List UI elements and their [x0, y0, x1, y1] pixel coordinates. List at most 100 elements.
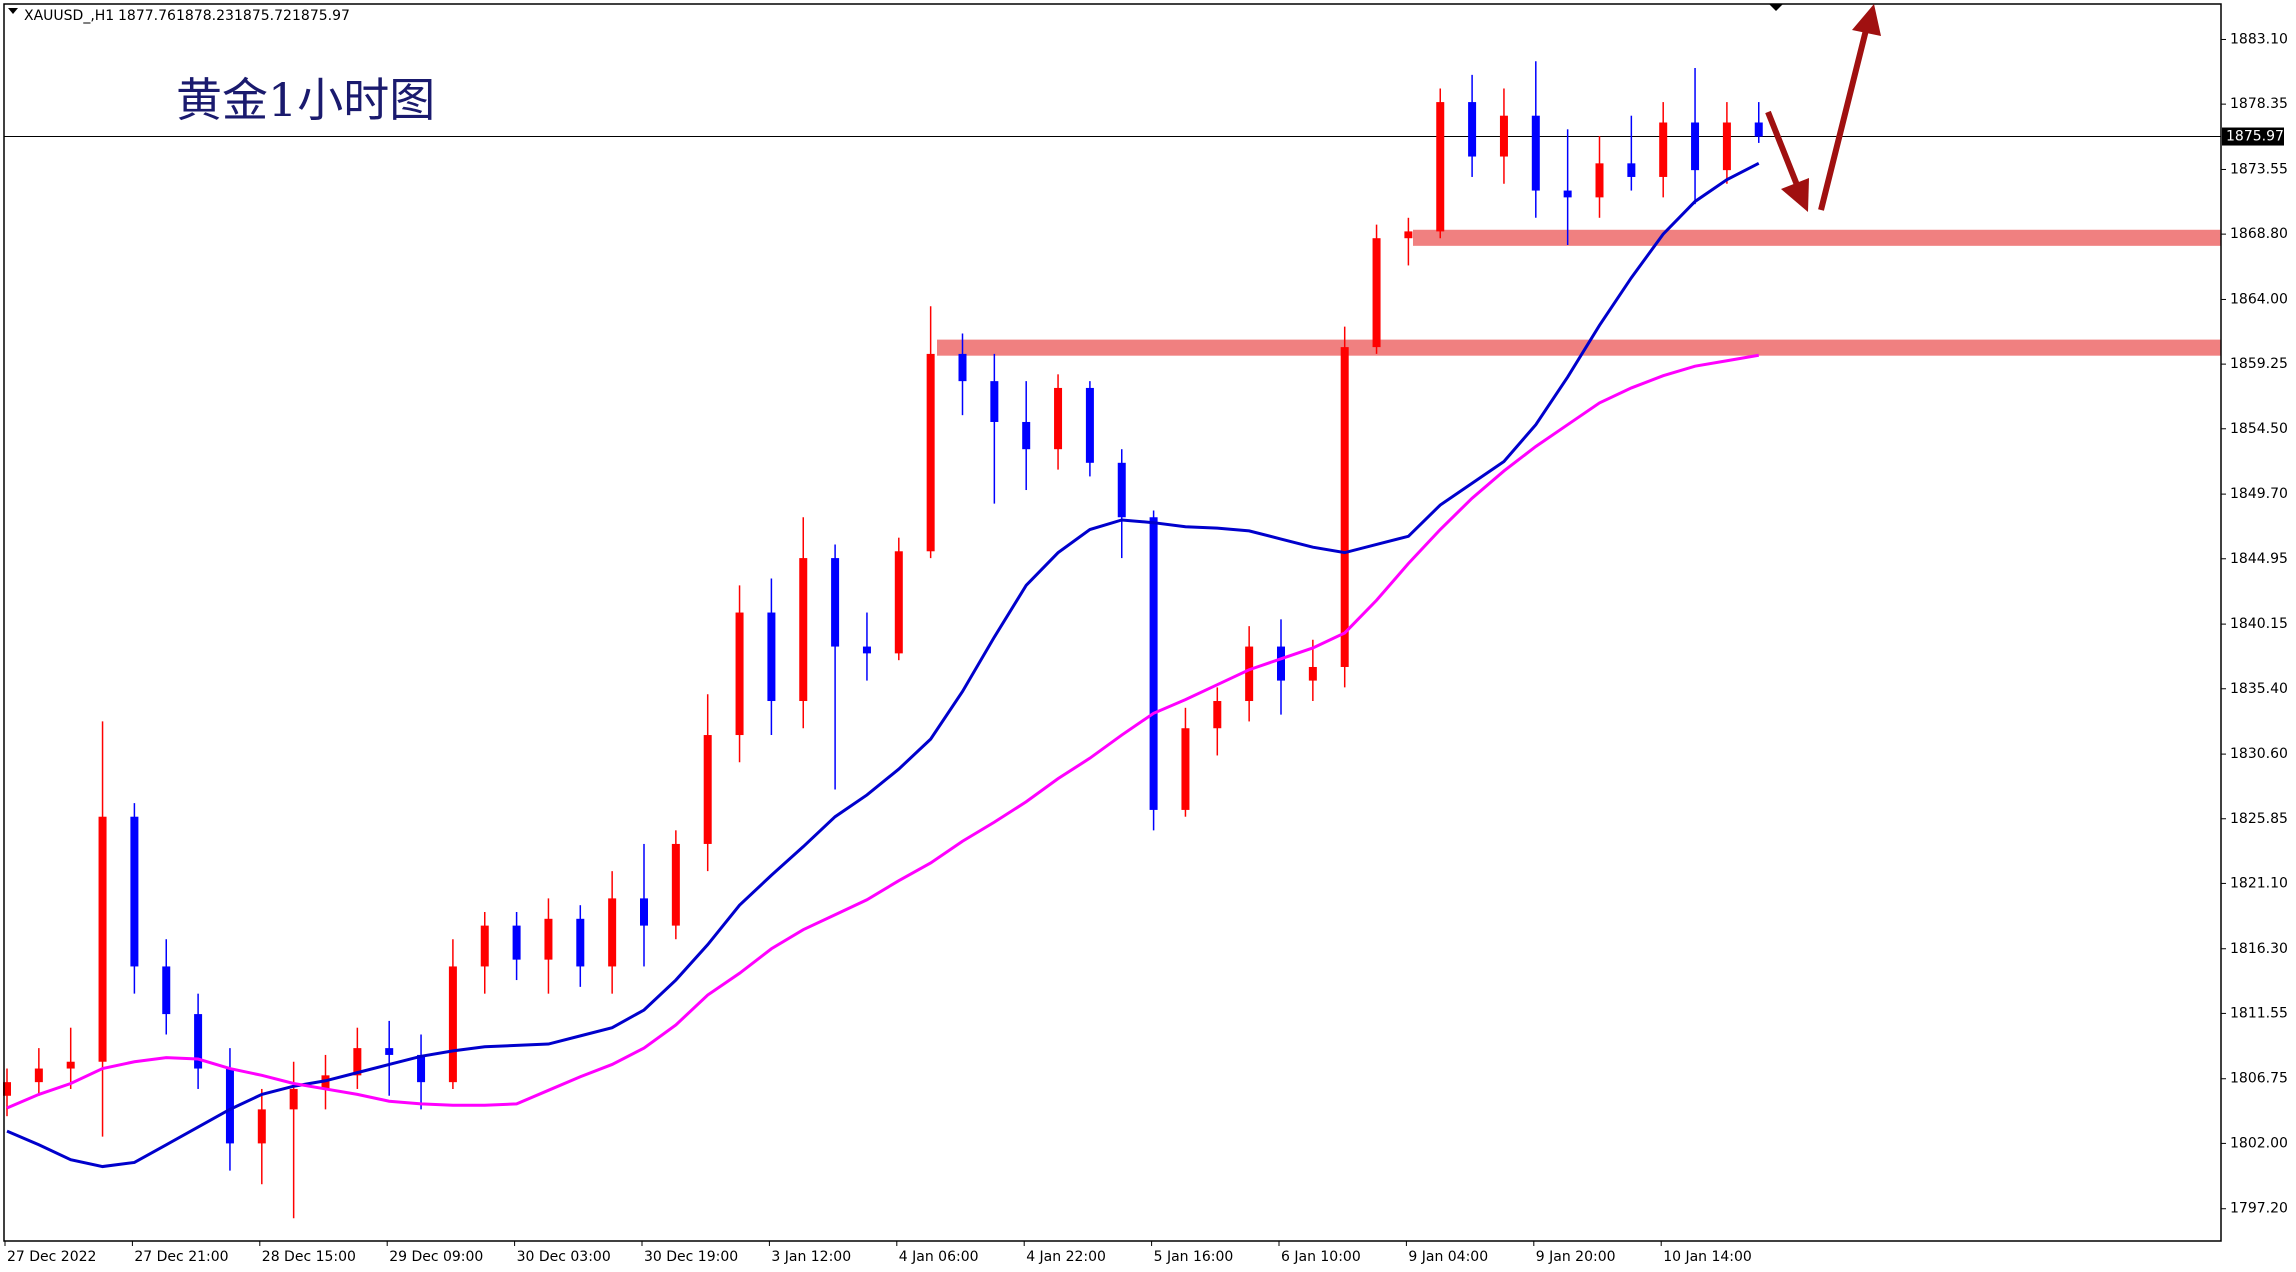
y-tick-label: 1802.00 [2230, 1135, 2288, 1151]
candle-body [1181, 728, 1190, 810]
candle-body [735, 612, 744, 736]
x-tick-label: 9 Jan 04:00 [1408, 1249, 1488, 1265]
candle-body [862, 646, 871, 654]
arrow-down [1765, 110, 1809, 212]
candle-body [1372, 238, 1381, 348]
candle-body [1277, 646, 1285, 681]
candle-body [799, 558, 808, 702]
current-price-label: 1875.97 [2226, 129, 2284, 145]
candle-body [1691, 122, 1700, 171]
y-tick-label: 1840.15 [2230, 616, 2288, 632]
y-tick-label: 1854.50 [2230, 421, 2288, 437]
x-tick-label: 3 Jan 12:00 [771, 1249, 851, 1265]
y-tick-label: 1816.30 [2230, 941, 2288, 957]
moving-average [6, 353, 1760, 1110]
x-tick-label: 30 Dec 19:00 [644, 1249, 738, 1265]
candle-body [1022, 421, 1031, 450]
y-tick-label: 1835.40 [2230, 681, 2288, 697]
candle-body [417, 1054, 426, 1083]
y-tick-label: 1806.75 [2230, 1071, 2288, 1087]
candle-body [671, 843, 680, 926]
symbol: XAUUSD_,H1 [24, 8, 114, 24]
y-tick-label: 1864.00 [2230, 291, 2288, 307]
y-tick-label: 1859.25 [2230, 356, 2288, 372]
current-price-box [2222, 127, 2284, 146]
candle-body [1213, 701, 1222, 729]
candle-body [608, 898, 617, 967]
candle-body [544, 918, 553, 960]
candle-body [1085, 387, 1094, 463]
ohlc-close: 1875.97 [292, 8, 350, 24]
x-tick-label: 10 Jan 14:00 [1663, 1249, 1752, 1265]
candle-body [130, 816, 139, 967]
y-tick-label: 1883.10 [2230, 31, 2288, 47]
x-tick-label: 5 Jan 16:00 [1154, 1249, 1234, 1265]
x-tick-label: 9 Jan 20:00 [1536, 1249, 1616, 1265]
candle-body [1054, 387, 1063, 450]
y-tick-label: 1868.80 [2230, 226, 2288, 242]
candle-body [1436, 102, 1445, 232]
candle-body [480, 925, 489, 967]
candle-body [703, 735, 712, 844]
candle-body [225, 1068, 234, 1144]
y-tick-label: 1830.60 [2230, 746, 2288, 762]
x-tick-label: 6 Jan 10:00 [1281, 1249, 1361, 1265]
y-tick-label: 1878.35 [2230, 96, 2288, 112]
candle-body [1659, 122, 1668, 177]
x-tick-label: 30 Dec 03:00 [517, 1249, 611, 1265]
x-tick-label: 27 Dec 2022 [7, 1249, 96, 1265]
x-tick-label: 28 Dec 15:00 [262, 1249, 356, 1265]
candle-body [1722, 122, 1731, 171]
y-tick-label: 1811.55 [2230, 1005, 2288, 1021]
arrow-up [1818, 4, 1881, 211]
support-zone [1413, 229, 2221, 246]
candle-body [576, 918, 585, 967]
candle-body [894, 551, 903, 654]
candle-body [162, 966, 171, 1015]
candle-body [353, 1048, 362, 1076]
candle-body [1404, 231, 1413, 239]
candle-body [1308, 666, 1317, 681]
candle-body [66, 1061, 75, 1069]
menu-triangle [8, 8, 18, 14]
y-tick-label: 1844.95 [2230, 551, 2288, 567]
candle-body [3, 1082, 11, 1096]
candle-body [34, 1068, 43, 1083]
x-tick-label: 4 Jan 22:00 [1026, 1249, 1106, 1265]
candle-body [990, 381, 999, 422]
chart-title: 黄金1小时图 [176, 73, 435, 127]
y-tick-label: 1825.85 [2230, 811, 2288, 827]
x-tick-label: 4 Jan 06:00 [899, 1249, 979, 1265]
candle-body [1149, 517, 1158, 810]
candle-body [385, 1048, 394, 1055]
candle-body [194, 1014, 203, 1069]
y-tick-label: 1849.70 [2230, 486, 2288, 502]
candle-body [1340, 347, 1349, 667]
candle-body [958, 353, 967, 382]
candle-body [289, 1088, 298, 1110]
candle-body [448, 966, 457, 1083]
plot-border [3, 3, 2222, 1242]
ohlc-low: 1875.72 [234, 8, 292, 24]
candle-body [1627, 163, 1636, 177]
y-tick-label: 1821.10 [2230, 875, 2288, 891]
candle-body [926, 353, 935, 552]
x-tick-label: 27 Dec 21:00 [134, 1249, 228, 1265]
candle-body [98, 816, 107, 1062]
candle-body [1499, 115, 1508, 157]
candle-body [1531, 115, 1540, 191]
candle-body [257, 1109, 266, 1144]
x-tick-label: 29 Dec 09:00 [389, 1249, 483, 1265]
candle-body [512, 925, 521, 960]
candle-body [1563, 190, 1572, 198]
plot-area [3, 61, 2221, 1219]
candle-body [640, 898, 648, 926]
y-tick-label: 1797.20 [2230, 1201, 2288, 1217]
support-zone [937, 339, 2221, 356]
candle-body [831, 558, 840, 647]
candle-body [1468, 102, 1477, 157]
y-tick-label: 1873.55 [2230, 161, 2288, 177]
candle-body [1245, 646, 1254, 702]
